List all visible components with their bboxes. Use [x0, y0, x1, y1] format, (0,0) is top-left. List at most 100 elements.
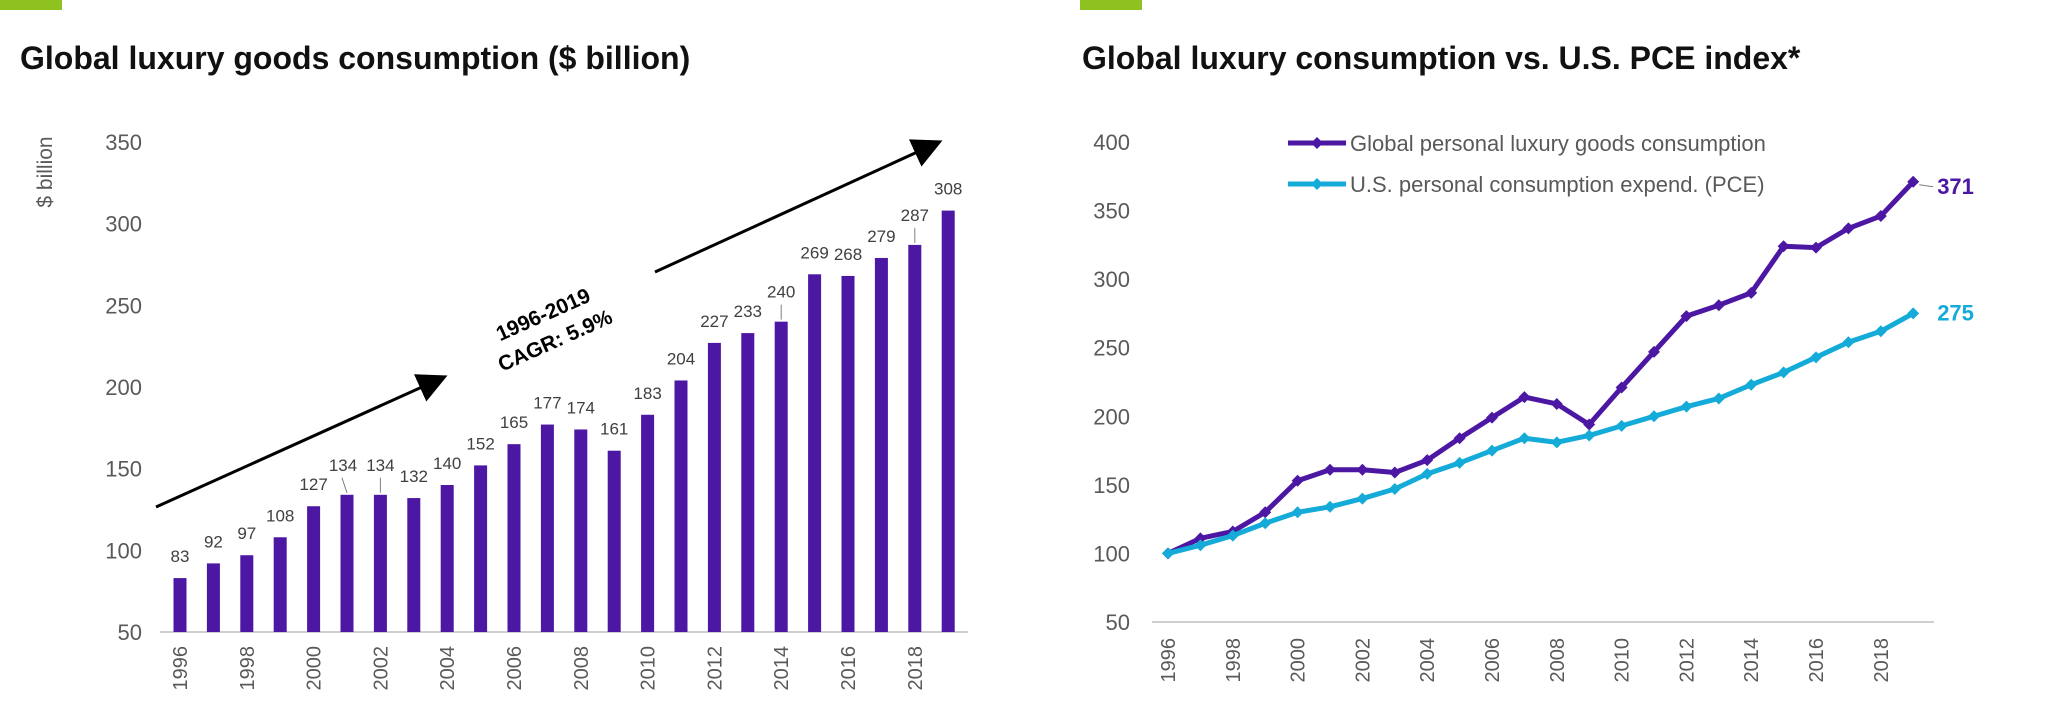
- series-0-point: [1648, 345, 1660, 358]
- data-label-2003: 132: [400, 467, 428, 486]
- data-label-1997: 92: [204, 532, 223, 551]
- series-0-end-label: 371: [1937, 174, 1974, 199]
- x-tick-label: 2014: [771, 646, 793, 691]
- series-0-point: [1259, 506, 1272, 519]
- bar-chart: 50 100 150 200 250 300 350 $ billion 83 1996 92 97 1…: [34, 130, 968, 691]
- data-label-2013: 233: [734, 302, 762, 321]
- x-tick-label: 2012: [704, 646, 726, 691]
- end-label-leader: [1919, 184, 1934, 188]
- series-1-point: [1453, 456, 1466, 469]
- x-tick-label: 2018: [1871, 638, 1893, 683]
- series-0-point: [1453, 432, 1466, 445]
- series-1-point: [1842, 336, 1855, 349]
- x-tick-label: 2008: [1547, 638, 1569, 683]
- data-label-2005: 152: [466, 434, 494, 453]
- data-label-leader: [341, 477, 348, 493]
- data-label-2000: 127: [299, 475, 327, 494]
- x-tick-label: 2010: [638, 646, 660, 691]
- x-tick-label: 2000: [304, 646, 326, 691]
- data-label-2007: 177: [533, 394, 561, 413]
- data-label-1999: 108: [266, 506, 294, 525]
- y-tick-label: 300: [105, 212, 142, 237]
- series-0-point: [1712, 299, 1725, 312]
- data-label-1998: 97: [237, 524, 256, 543]
- series-0-point: [1615, 381, 1628, 394]
- x-tick-label: 1998: [237, 646, 259, 691]
- legend-marker-0: [1311, 137, 1323, 149]
- right-chart-title: Global luxury consumption vs. U.S. PCE i…: [1082, 40, 1801, 76]
- y-tick-label: 400: [1093, 130, 1130, 155]
- x-tick-label: 2010: [1612, 638, 1634, 683]
- x-tick-label: 2006: [1482, 638, 1504, 683]
- bar-2011: [674, 380, 688, 632]
- data-label-1996: 83: [171, 547, 190, 566]
- series-line-0: [1166, 180, 1916, 556]
- x-tick-label: 2000: [1288, 638, 1310, 683]
- bar-2006: [507, 444, 521, 632]
- bar-2007: [540, 424, 554, 632]
- series-1-point: [1162, 547, 1174, 560]
- bar-2008: [574, 429, 588, 632]
- series-1-point: [1810, 351, 1822, 364]
- x-tick-label: 2018: [905, 646, 927, 691]
- series-0-point: [1388, 466, 1401, 479]
- x-tick-label: 1996: [1158, 638, 1180, 683]
- y-tick-label: 100: [1093, 541, 1130, 566]
- x-tick-label: 2008: [571, 646, 593, 691]
- x-tick-label: 2014: [1741, 638, 1763, 683]
- series-1-point: [1583, 429, 1596, 442]
- series-1-point: [1259, 517, 1272, 530]
- series-0-point: [1356, 463, 1369, 476]
- data-label-2004: 140: [433, 454, 461, 473]
- x-tick-label: 2006: [504, 646, 526, 691]
- data-label-2019: 308: [934, 180, 962, 199]
- x-tick-label: 2004: [437, 646, 459, 691]
- x-tick-label: 2016: [1806, 638, 1828, 683]
- series-1-point: [1291, 506, 1304, 519]
- data-label-2002: 134: [366, 456, 394, 475]
- y-tick-label: 200: [105, 375, 142, 400]
- x-tick-label: 1996: [170, 646, 192, 691]
- bar-1998: [240, 555, 254, 632]
- series-0-point: [1518, 391, 1531, 404]
- bar-2019: [941, 210, 955, 632]
- y-tick-label: 250: [105, 293, 142, 318]
- y-tick-label: 100: [105, 538, 142, 563]
- series-1-point: [1388, 482, 1401, 495]
- series-0-point: [1777, 240, 1790, 253]
- series-0-point: [1194, 532, 1207, 545]
- data-label-2008: 174: [567, 398, 595, 417]
- y-tick-label: 300: [1093, 267, 1130, 292]
- series-0-point: [1550, 397, 1563, 410]
- y-tick-label: 250: [1093, 336, 1130, 361]
- series-0-point: [1745, 286, 1758, 299]
- y-tick-label: 350: [1093, 199, 1130, 224]
- bar-2012: [707, 342, 721, 632]
- bar-2013: [741, 333, 755, 632]
- cagr-arrow-lower: [155, 374, 448, 509]
- data-label-2011: 204: [667, 349, 695, 368]
- series-0-point: [1421, 454, 1434, 467]
- y-tick-label: 50: [118, 620, 142, 645]
- y-tick-label: 200: [1093, 404, 1130, 429]
- data-label-2016: 268: [834, 245, 862, 264]
- series-1-point: [1486, 444, 1498, 457]
- bar-2018: [908, 244, 922, 632]
- legend-marker-1: [1311, 178, 1323, 190]
- bar-1999: [273, 537, 287, 632]
- series-0-point: [1680, 310, 1693, 323]
- series-0-point: [1486, 411, 1498, 424]
- series-0-point: [1291, 474, 1304, 487]
- x-tick-label: 2012: [1676, 638, 1698, 683]
- x-tick-label: 2016: [838, 646, 860, 691]
- data-label-2009: 161: [600, 420, 628, 439]
- x-tick-label: 2004: [1417, 638, 1439, 683]
- left-chart-title: Global luxury goods consumption ($ billi…: [20, 40, 691, 76]
- data-label-2018: 287: [901, 206, 929, 225]
- y-tick-label: 150: [1093, 473, 1130, 498]
- bar-2001: [340, 494, 354, 632]
- series-1-point: [1712, 392, 1725, 405]
- bar-2003: [407, 498, 421, 632]
- series-1-point: [1550, 436, 1563, 449]
- left-accent-bar: [0, 0, 62, 10]
